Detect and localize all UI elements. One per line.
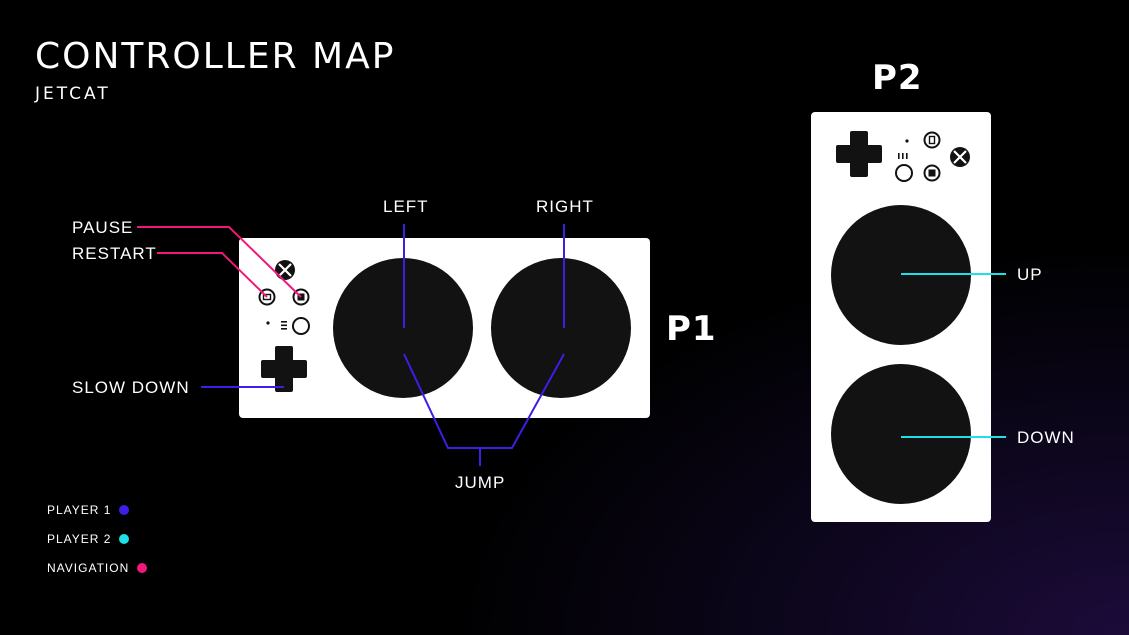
jump-label: JUMP	[455, 473, 506, 492]
legend-dot	[119, 505, 130, 515]
page-subtitle: JETCAT	[35, 84, 111, 104]
p1-left-button[interactable]	[333, 258, 473, 398]
up-label: UP	[1017, 265, 1043, 284]
p2-controller	[811, 112, 991, 522]
p1-controller	[239, 238, 650, 418]
down-label: DOWN	[1017, 428, 1075, 447]
pause-label: PAUSE	[72, 218, 134, 237]
p2-tag: P2	[872, 58, 923, 98]
restart-label: RESTART	[72, 244, 157, 263]
page-title: CONTROLLER MAP	[35, 36, 396, 77]
legend-label: PLAYER 2	[47, 532, 112, 546]
left-label: LEFT	[383, 197, 429, 216]
legend-item-player1: PLAYER 1	[47, 503, 130, 517]
p1-right-button[interactable]	[491, 258, 631, 398]
legend-label: NAVIGATION	[47, 561, 130, 575]
legend-item-player2: PLAYER 2	[47, 532, 130, 546]
legend-item-navigation: NAVIGATION	[47, 561, 148, 575]
p2-down-button[interactable]	[831, 364, 971, 504]
right-label: RIGHT	[536, 197, 594, 216]
p2-up-button[interactable]	[831, 205, 971, 345]
legend-dot	[119, 534, 130, 544]
p1-tag: P1	[666, 309, 717, 349]
legend-label: PLAYER 1	[47, 503, 112, 517]
slow-down-label: SLOW DOWN	[72, 378, 190, 397]
legend-dot	[137, 563, 148, 573]
